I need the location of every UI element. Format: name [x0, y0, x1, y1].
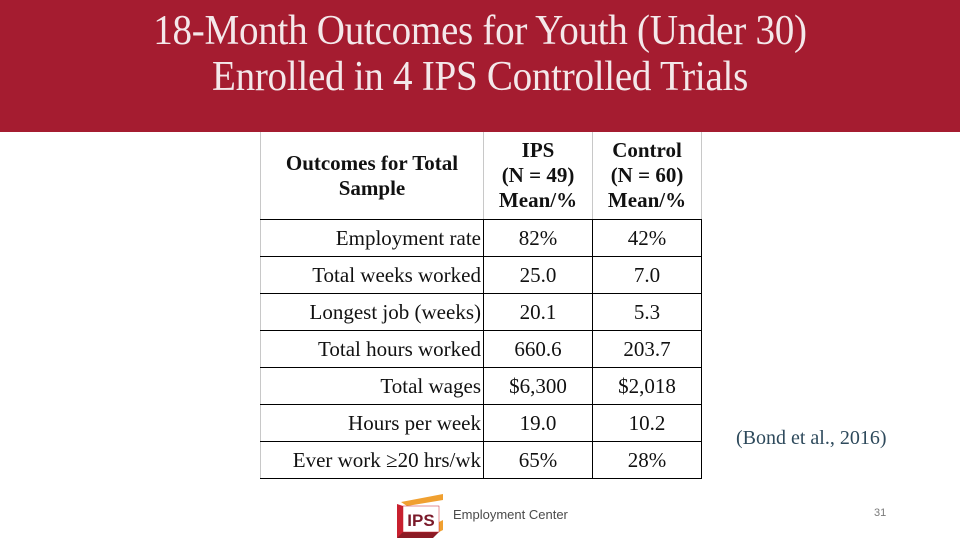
- outcome-label: Ever work ≥20 hrs/wk: [260, 441, 484, 479]
- ips-value: $6,300: [483, 367, 593, 405]
- ips-value: 82%: [483, 219, 593, 257]
- title-line-1: 18-Month Outcomes for Youth (Under 30): [153, 8, 807, 54]
- control-value: 7.0: [592, 256, 702, 294]
- logo-name: Employment Center: [453, 507, 568, 522]
- ips-value: 25.0: [483, 256, 593, 294]
- control-value: 203.7: [592, 330, 702, 368]
- control-value: 42%: [592, 219, 702, 257]
- outcome-label: Total wages: [260, 367, 484, 405]
- ips-value: 19.0: [483, 404, 593, 442]
- outcome-label: Employment rate: [260, 219, 484, 257]
- control-value: 28%: [592, 441, 702, 479]
- outcomes-table: Outcomes for Total Sample IPS (N = 49) M…: [260, 132, 702, 479]
- table-row: Longest job (weeks) 20.1 5.3: [260, 293, 702, 331]
- header-ips: IPS (N = 49) Mean/%: [483, 132, 593, 220]
- ips-value: 65%: [483, 441, 593, 479]
- page-number: 31: [874, 507, 887, 519]
- title-banner: [0, 0, 960, 132]
- table-row: Hours per week 19.0 10.2: [260, 404, 702, 442]
- outcome-label: Total weeks worked: [260, 256, 484, 294]
- control-value: $2,018: [592, 367, 702, 405]
- table-row: Total weeks worked 25.0 7.0: [260, 256, 702, 294]
- header-control: Control (N = 60) Mean/%: [592, 132, 702, 220]
- ips-value: 660.6: [483, 330, 593, 368]
- table-row: Ever work ≥20 hrs/wk 65% 28%: [260, 441, 702, 479]
- table-header-row: Outcomes for Total Sample IPS (N = 49) M…: [260, 132, 702, 220]
- ips-value: 20.1: [483, 293, 593, 331]
- citation: (Bond et al., 2016): [736, 427, 887, 449]
- outcome-label: Total hours worked: [260, 330, 484, 368]
- svg-text:IPS: IPS: [407, 511, 434, 530]
- control-value: 5.3: [592, 293, 702, 331]
- ips-logo: IPS Employment Center: [393, 492, 583, 538]
- control-value: 10.2: [592, 404, 702, 442]
- table-row: Employment rate 82% 42%: [260, 219, 702, 257]
- table-row: Total wages $6,300 $2,018: [260, 367, 702, 405]
- slide-title: 18-Month Outcomes for Youth (Under 30) E…: [0, 8, 960, 100]
- outcome-label: Hours per week: [260, 404, 484, 442]
- ips-logo-icon: IPS: [397, 494, 443, 538]
- title-line-2: Enrolled in 4 IPS Controlled Trials: [211, 54, 749, 100]
- table-row: Total hours worked 660.6 203.7: [260, 330, 702, 368]
- header-outcomes: Outcomes for Total Sample: [260, 132, 484, 220]
- outcome-label: Longest job (weeks): [260, 293, 484, 331]
